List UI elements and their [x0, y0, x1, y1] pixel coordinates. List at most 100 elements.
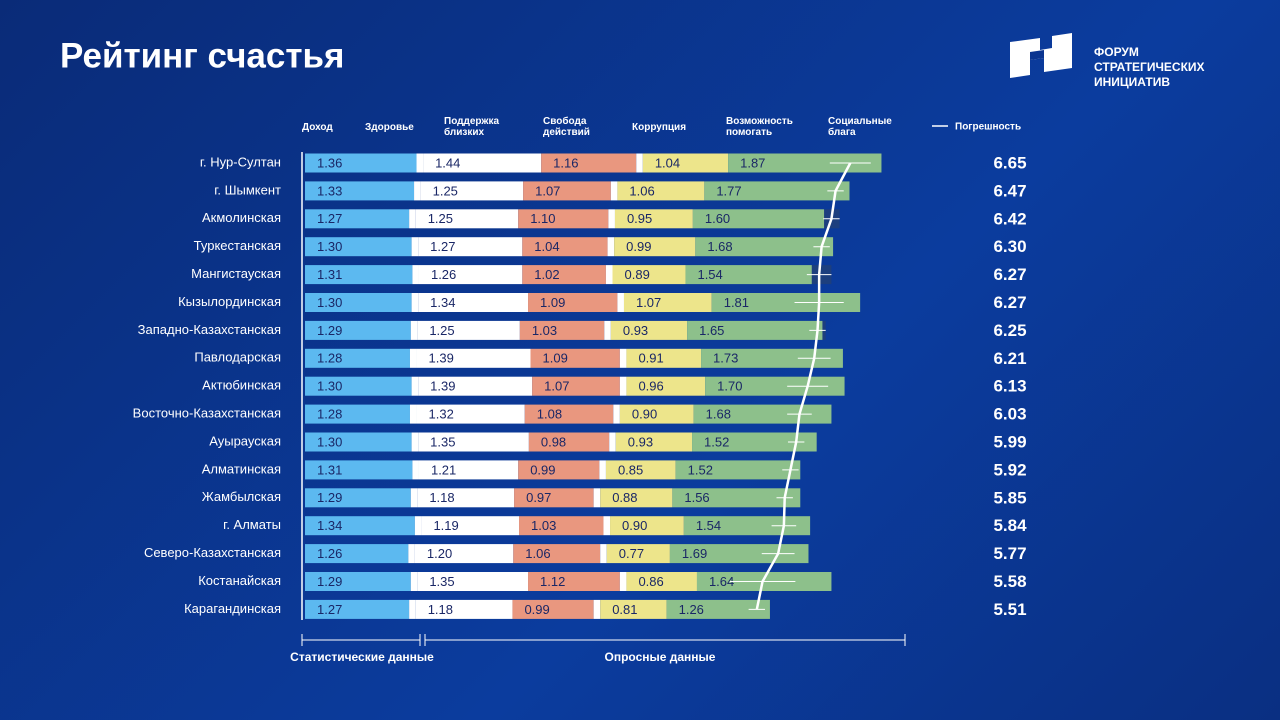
data-label: 1.06 — [525, 546, 550, 561]
title: Рейтинг счастья — [60, 36, 344, 75]
score-label: 6.47 — [993, 181, 1026, 200]
bar-segment — [626, 348, 702, 368]
bar-segment — [528, 572, 620, 591]
data-label: 1.26 — [679, 602, 704, 617]
bar-segment — [669, 544, 809, 564]
bar-segment — [728, 153, 882, 173]
bar-segment — [409, 404, 417, 424]
bar-segment — [636, 153, 643, 173]
bar-segment — [412, 265, 419, 285]
bar-segment — [409, 348, 417, 368]
data-label: 0.90 — [622, 518, 647, 533]
data-label: 1.10 — [530, 211, 555, 226]
data-label: 0.89 — [625, 267, 650, 282]
data-label: 0.93 — [623, 323, 648, 338]
score-label: 6.03 — [993, 405, 1026, 424]
bar-segment — [672, 488, 801, 508]
bar-segment — [305, 544, 409, 564]
data-label: 1.54 — [696, 518, 721, 533]
bar-segment — [513, 544, 601, 564]
bar-segment — [528, 293, 618, 312]
data-label: 1.77 — [716, 183, 741, 198]
category-label: Мангистауская — [191, 266, 281, 281]
data-label: 1.35 — [429, 574, 454, 589]
bar-segment — [418, 237, 523, 257]
bar-segment — [305, 320, 411, 340]
legend-label: Поддержка близких — [444, 116, 500, 138]
score-label: 5.77 — [993, 544, 1026, 563]
bar-segment — [518, 460, 600, 480]
data-label: 1.07 — [636, 295, 661, 310]
data-label: 1.19 — [433, 518, 458, 533]
bar-segment — [523, 181, 611, 201]
data-label: 1.29 — [317, 323, 342, 338]
bar-segment — [666, 599, 770, 619]
data-label: 0.99 — [524, 602, 549, 617]
category-label: Костанайская — [198, 573, 281, 588]
bar-segment — [692, 432, 817, 452]
bar-segment — [675, 460, 801, 480]
bar-segment — [599, 460, 606, 480]
bar-segment — [423, 153, 542, 173]
bar-segment — [617, 181, 705, 201]
data-label: 1.16 — [553, 155, 578, 170]
data-label: 1.31 — [317, 462, 342, 477]
data-label: 1.33 — [317, 183, 342, 198]
legend-label: Здоровье — [365, 122, 414, 133]
score-label: 5.51 — [993, 600, 1026, 619]
data-label: 1.32 — [429, 407, 454, 422]
bar-segment — [519, 320, 605, 340]
data-label: 1.27 — [317, 602, 342, 617]
bar-segment — [685, 265, 812, 285]
data-label: 1.25 — [433, 183, 458, 198]
bar-segment — [411, 293, 419, 312]
bar-segment — [305, 181, 415, 201]
bar-segment — [415, 599, 513, 619]
bar-segment — [421, 516, 520, 536]
bar-segment — [528, 432, 610, 452]
bar-segment — [615, 432, 693, 452]
data-label: 1.54 — [697, 267, 722, 282]
category-label: Павлодарская — [194, 350, 281, 365]
data-label: 0.99 — [530, 462, 555, 477]
bar-segment — [417, 488, 515, 508]
data-label: 1.26 — [431, 267, 456, 282]
bar-segment — [411, 376, 419, 396]
bar-segment — [619, 348, 627, 368]
bar-segment — [610, 181, 618, 201]
data-label: 0.85 — [618, 462, 643, 477]
bar-segment — [683, 516, 811, 536]
data-label: 1.04 — [655, 155, 680, 170]
data-label: 1.30 — [317, 434, 342, 449]
data-label: 1.25 — [428, 211, 453, 226]
bar-segment — [532, 376, 620, 396]
legend-label: Социальные блага — [828, 116, 892, 138]
legend-label: Возможность помогать — [726, 116, 793, 138]
bar-segment — [416, 348, 531, 368]
data-label: 1.56 — [684, 490, 709, 505]
bar-segment — [305, 237, 412, 257]
bar-segment — [623, 293, 712, 312]
bar-segment — [610, 516, 684, 536]
data-label: 1.29 — [317, 574, 342, 589]
bar-segment — [417, 320, 520, 340]
bar-segment — [604, 320, 611, 340]
bar-segment — [704, 181, 850, 201]
data-label: 1.28 — [317, 407, 342, 422]
data-label: 1.21 — [431, 462, 456, 477]
bar-segment — [605, 265, 613, 285]
bar-segment — [305, 460, 413, 480]
bar-segment — [692, 209, 825, 229]
bar-segment — [711, 293, 861, 312]
score-label: 5.84 — [993, 516, 1027, 535]
bar-segment — [412, 460, 419, 480]
bar-segment — [305, 153, 417, 173]
data-label: 0.81 — [612, 602, 637, 617]
data-label: 1.12 — [540, 574, 565, 589]
data-label: 0.95 — [627, 211, 652, 226]
bar-segment — [305, 572, 411, 591]
bar-segment — [701, 348, 843, 368]
bar-segment — [518, 209, 609, 229]
